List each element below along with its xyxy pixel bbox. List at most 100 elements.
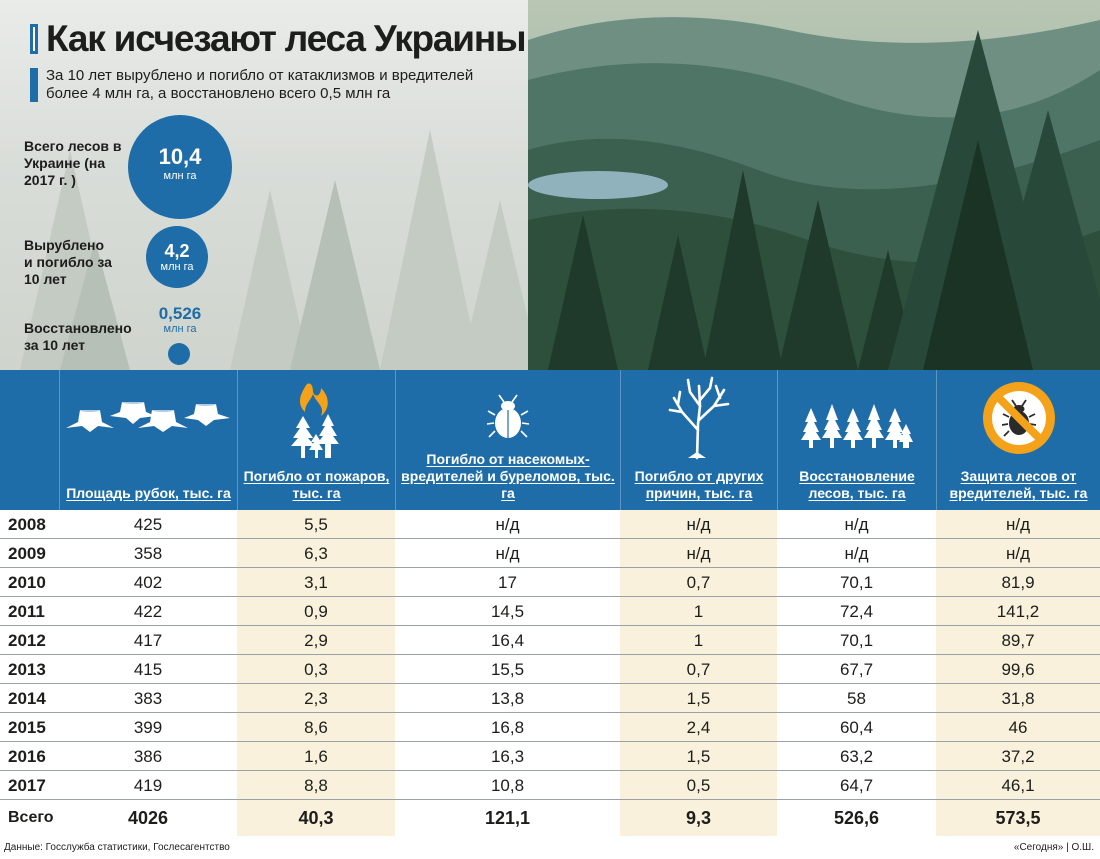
column-header-pests: Погибло от насекомых-вредителей и бурело… — [395, 370, 620, 510]
table-cell: 399 — [133, 718, 163, 737]
table-row: 2017 419 8,8 10,8 0,5 64,7 46,1 — [0, 771, 1100, 800]
table-cell: 15,5 — [490, 660, 525, 679]
table-cell: 46 — [1008, 718, 1028, 737]
table-cell: 1 — [693, 631, 704, 650]
table-cell: 72,4 — [839, 602, 874, 621]
table-row: 2013 415 0,3 15,5 0,7 67,7 99,6 — [0, 655, 1100, 684]
table-cell: 5,5 — [304, 515, 328, 534]
column-header-restoration: Восстановление лесов, тыс. га — [777, 370, 936, 510]
column-shade — [936, 655, 1100, 683]
table-cell: 60,4 — [839, 718, 874, 737]
column-shade — [620, 655, 777, 683]
column-shade — [237, 539, 395, 567]
table-cell: 17 — [498, 573, 517, 592]
table-cell: 67,7 — [839, 660, 874, 679]
table-cell: 8,8 — [304, 776, 328, 795]
row-label: 2010 — [8, 573, 46, 592]
stat-circle-cut-down: 4,2 млн га — [146, 226, 208, 288]
row-label: 2012 — [8, 631, 46, 650]
table-cell: 0,7 — [686, 573, 711, 592]
column-shade — [620, 800, 777, 836]
column-header-label: Погибло от насекомых-вредителей и бурело… — [401, 451, 615, 501]
column-shade — [620, 510, 777, 538]
column-shade — [237, 655, 395, 683]
stat-value: 4,2 — [164, 241, 190, 261]
column-header-fires: Погибло от пожаров, тыс. га — [237, 370, 395, 510]
table-row: 2010 402 3,1 17 0,7 70,1 81,9 — [0, 568, 1100, 597]
young-forest-icon — [801, 404, 913, 448]
table-cell: 2,3 — [304, 689, 328, 708]
table-cell: 1,6 — [304, 747, 328, 766]
table-cell: 141,2 — [996, 602, 1040, 621]
stumps-icon — [65, 400, 230, 432]
column-shade — [620, 568, 777, 596]
table-cell: 70,1 — [839, 573, 874, 592]
table-cell: 13,8 — [490, 689, 525, 708]
stat-unit: млн га — [163, 170, 197, 182]
stat-label-restored: Восстановлено за 10 лет — [24, 320, 132, 353]
table-row: 2011 422 0,9 14,5 1 72,4 141,2 — [0, 597, 1100, 626]
table-cell: 31,8 — [1001, 689, 1035, 708]
column-shade — [936, 771, 1100, 799]
column-shade — [237, 510, 395, 538]
column-header-label: Защита лесов от вредителей, тыс. га — [949, 468, 1088, 501]
table-cell: н/д — [686, 515, 711, 534]
column-header-label: Площадь рубок, тыс. га — [66, 485, 231, 501]
table-cell: 573,5 — [995, 808, 1041, 828]
table-cell: 419 — [133, 776, 163, 795]
stat-circle-restored — [168, 343, 190, 365]
table-cell: н/д — [495, 515, 520, 534]
column-shade — [620, 539, 777, 567]
title-accent-tick — [33, 27, 35, 51]
table-cell: 10,8 — [490, 776, 525, 795]
table-cell: 37,2 — [1001, 747, 1035, 766]
table-cell: 4026 — [127, 808, 169, 828]
table-cell: 0,7 — [686, 660, 711, 679]
stat-restored-readout: 0,526 млн га — [152, 305, 208, 336]
forest-table: Площадь рубок, тыс. га Погибло от пожаро… — [0, 370, 1100, 836]
column-shade — [936, 713, 1100, 741]
dead-tree-icon — [668, 376, 730, 460]
column-shade — [936, 539, 1100, 567]
row-label: 2016 — [8, 747, 46, 766]
table-cell: 386 — [133, 747, 163, 766]
column-shade — [620, 626, 777, 654]
table-cell: 89,7 — [1001, 631, 1035, 650]
table-cell: 14,5 — [490, 602, 525, 621]
row-label: 2009 — [8, 544, 46, 563]
column-header-other: Погибло от других причин, тыс. га — [620, 370, 777, 510]
table-cell: 6,3 — [304, 544, 328, 563]
column-shade — [620, 684, 777, 712]
credit-note: «Сегодня» | О.Ш. — [1013, 842, 1094, 853]
column-shade — [237, 771, 395, 799]
column-header-label: Погибло от пожаров, тыс. га — [243, 468, 390, 501]
page-title: Как исчезают леса Украины — [46, 18, 527, 59]
table-cell: 16,3 — [490, 747, 525, 766]
row-label: 2008 — [8, 515, 46, 534]
table-cell: н/д — [844, 544, 869, 563]
foggy-forest-background — [20, 130, 528, 370]
column-shade — [237, 568, 395, 596]
column-header-protection: Защита лесов от вредителей, тыс. га — [936, 370, 1100, 510]
table-cell: 9,3 — [685, 808, 712, 828]
table-cell: 422 — [133, 602, 163, 621]
column-shade — [620, 742, 777, 770]
column-shade — [237, 742, 395, 770]
row-label: 2011 — [8, 602, 45, 621]
column-shade — [936, 510, 1100, 538]
column-shade — [936, 597, 1100, 625]
table-row-total: Всего 4026 40,3 121,1 9,3 526,6 573,5 — [0, 800, 1100, 836]
forest-photo — [528, 0, 1100, 370]
table-cell: н/д — [844, 515, 869, 534]
column-shade — [237, 713, 395, 741]
table-header: Площадь рубок, тыс. га Погибло от пожаро… — [0, 370, 1100, 510]
no-pests-icon — [982, 382, 1055, 454]
table-row: 2016 386 1,6 16,3 1,5 63,2 37,2 — [0, 742, 1100, 771]
table-cell: 1 — [693, 602, 704, 621]
table-cell: н/д — [686, 544, 711, 563]
table-cell: 2,4 — [686, 718, 711, 737]
table-cell: 0,5 — [686, 776, 711, 795]
column-shade — [936, 742, 1100, 770]
stat-value: 10,4 — [158, 144, 202, 169]
